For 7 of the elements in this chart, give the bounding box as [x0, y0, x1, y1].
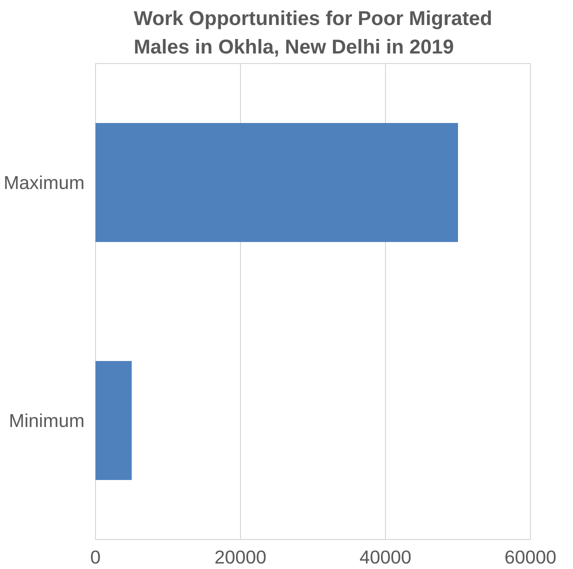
x-tick-label: 20000	[214, 546, 266, 568]
y-tick-label: Minimum	[8, 410, 85, 431]
x-tick-label: 0	[90, 546, 101, 568]
y-tick-label: Maximum	[4, 172, 85, 193]
x-tick-label: 60000	[504, 546, 556, 568]
chart-title: Work Opportunities for Poor Migrated Males in Okhla, New Delhi in 2019	[134, 8, 492, 58]
x-tick-label: 40000	[360, 546, 412, 568]
